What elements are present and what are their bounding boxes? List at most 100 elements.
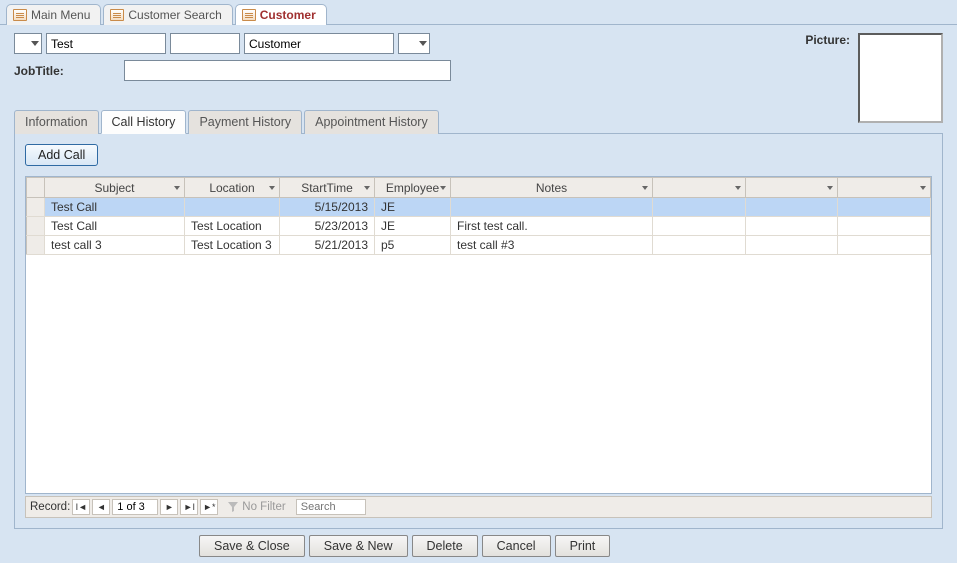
cell-blank[interactable] xyxy=(653,217,746,236)
prefix-dropdown[interactable] xyxy=(14,33,42,54)
cell-subject[interactable]: test call 3 xyxy=(45,236,185,255)
table-row[interactable]: test call 3Test Location 35/21/2013p5tes… xyxy=(27,236,931,255)
suffix-dropdown[interactable] xyxy=(398,33,430,54)
cell-blank[interactable] xyxy=(838,236,931,255)
record-label: Record: xyxy=(30,501,70,513)
cell-employee[interactable]: JE xyxy=(375,217,451,236)
row-selector[interactable] xyxy=(27,198,45,217)
call-table: Subject Location StartTime Employee Notes Tes… xyxy=(26,177,931,255)
table-row[interactable]: Test Call 5/15/2013JE xyxy=(27,198,931,217)
cell-blank[interactable] xyxy=(653,198,746,217)
tab-information[interactable]: Information xyxy=(14,110,99,134)
record-search-input[interactable] xyxy=(296,499,366,515)
col-label: StartTime xyxy=(301,181,353,195)
col-location[interactable]: Location xyxy=(185,178,280,198)
chevron-down-icon xyxy=(419,41,427,46)
chevron-down-icon xyxy=(735,186,741,190)
chevron-down-icon xyxy=(642,186,648,190)
first-name-input[interactable] xyxy=(46,33,166,54)
col-blank[interactable] xyxy=(838,178,931,198)
cell-blank[interactable] xyxy=(745,217,838,236)
cell-starttime[interactable]: 5/15/2013 xyxy=(280,198,375,217)
save-close-button[interactable]: Save & Close xyxy=(199,535,305,557)
window-tab-label: Customer Search xyxy=(128,8,221,22)
table-row[interactable]: Test CallTest Location5/23/2013JEFirst t… xyxy=(27,217,931,236)
cell-blank[interactable] xyxy=(745,198,838,217)
cell-location[interactable]: Test Location xyxy=(185,217,280,236)
tab-appointment-history[interactable]: Appointment History xyxy=(304,110,439,134)
form-icon xyxy=(110,9,124,21)
chevron-down-icon xyxy=(920,186,926,190)
cell-subject[interactable]: Test Call xyxy=(45,198,185,217)
first-record-button[interactable]: I◄ xyxy=(72,499,90,515)
col-starttime[interactable]: StartTime xyxy=(280,178,375,198)
row-selector-header[interactable] xyxy=(27,178,45,198)
tab-call-history[interactable]: Call History xyxy=(101,110,187,134)
chevron-down-icon xyxy=(269,186,275,190)
picture-section: Picture: xyxy=(805,33,943,123)
header-row: Picture: xyxy=(14,33,943,54)
cancel-button[interactable]: Cancel xyxy=(482,535,551,557)
cell-notes[interactable] xyxy=(451,198,653,217)
record-navigator: Record: I◄ ◄ ► ►I ►* No Filter xyxy=(25,496,932,518)
next-record-button[interactable]: ► xyxy=(160,499,178,515)
col-label: Subject xyxy=(94,181,134,195)
cell-notes[interactable]: First test call. xyxy=(451,217,653,236)
col-employee[interactable]: Employee xyxy=(375,178,451,198)
funnel-icon xyxy=(228,502,238,512)
subtabs: InformationCall HistoryPayment HistoryAp… xyxy=(14,109,943,134)
form-icon xyxy=(242,9,256,21)
tab-payment-history[interactable]: Payment History xyxy=(188,110,302,134)
print-button[interactable]: Print xyxy=(555,535,611,557)
add-call-button[interactable]: Add Call xyxy=(25,144,98,166)
chevron-down-icon xyxy=(174,186,180,190)
window-tab-label: Customer xyxy=(260,8,316,22)
row-selector[interactable] xyxy=(27,217,45,236)
last-name-input[interactable] xyxy=(244,33,394,54)
no-filter-label: No Filter xyxy=(242,501,285,513)
middle-input[interactable] xyxy=(170,33,240,54)
record-position-input[interactable] xyxy=(112,499,158,515)
jobtitle-label: JobTitle: xyxy=(14,64,114,78)
col-label: Notes xyxy=(536,181,567,195)
delete-button[interactable]: Delete xyxy=(412,535,478,557)
save-new-button[interactable]: Save & New xyxy=(309,535,408,557)
col-blank[interactable] xyxy=(745,178,838,198)
cell-location[interactable]: Test Location 3 xyxy=(185,236,280,255)
col-subject[interactable]: Subject xyxy=(45,178,185,198)
picture-label: Picture: xyxy=(805,33,850,47)
window-tab-customer[interactable]: Customer xyxy=(235,4,327,25)
cell-subject[interactable]: Test Call xyxy=(45,217,185,236)
col-notes[interactable]: Notes xyxy=(451,178,653,198)
call-grid: Subject Location StartTime Employee Notes Tes… xyxy=(25,176,932,494)
cell-blank[interactable] xyxy=(838,217,931,236)
cell-employee[interactable]: p5 xyxy=(375,236,451,255)
chevron-down-icon xyxy=(364,186,370,190)
cell-blank[interactable] xyxy=(653,236,746,255)
customer-form: Picture: JobTitle: InformationCall Histo… xyxy=(0,25,957,563)
cell-blank[interactable] xyxy=(838,198,931,217)
filter-status[interactable]: No Filter xyxy=(228,501,285,513)
col-label: Employee xyxy=(386,181,439,195)
window-tab-main-menu[interactable]: Main Menu xyxy=(6,4,101,25)
window-tab-label: Main Menu xyxy=(31,8,90,22)
prev-record-button[interactable]: ◄ xyxy=(92,499,110,515)
chevron-down-icon xyxy=(440,186,446,190)
cell-blank[interactable] xyxy=(745,236,838,255)
form-icon xyxy=(13,9,27,21)
jobtitle-row: JobTitle: xyxy=(14,60,943,81)
cell-location[interactable] xyxy=(185,198,280,217)
col-label: Location xyxy=(209,181,254,195)
cell-starttime[interactable]: 5/23/2013 xyxy=(280,217,375,236)
cell-notes[interactable]: test call #3 xyxy=(451,236,653,255)
cell-starttime[interactable]: 5/21/2013 xyxy=(280,236,375,255)
row-selector[interactable] xyxy=(27,236,45,255)
action-bar: Save & CloseSave & NewDeleteCancelPrint xyxy=(14,529,943,563)
picture-frame[interactable] xyxy=(858,33,943,123)
cell-employee[interactable]: JE xyxy=(375,198,451,217)
jobtitle-input[interactable] xyxy=(124,60,451,81)
col-blank[interactable] xyxy=(653,178,746,198)
last-record-button[interactable]: ►I xyxy=(180,499,198,515)
window-tab-customer-search[interactable]: Customer Search xyxy=(103,4,232,25)
new-record-button[interactable]: ►* xyxy=(200,499,218,515)
